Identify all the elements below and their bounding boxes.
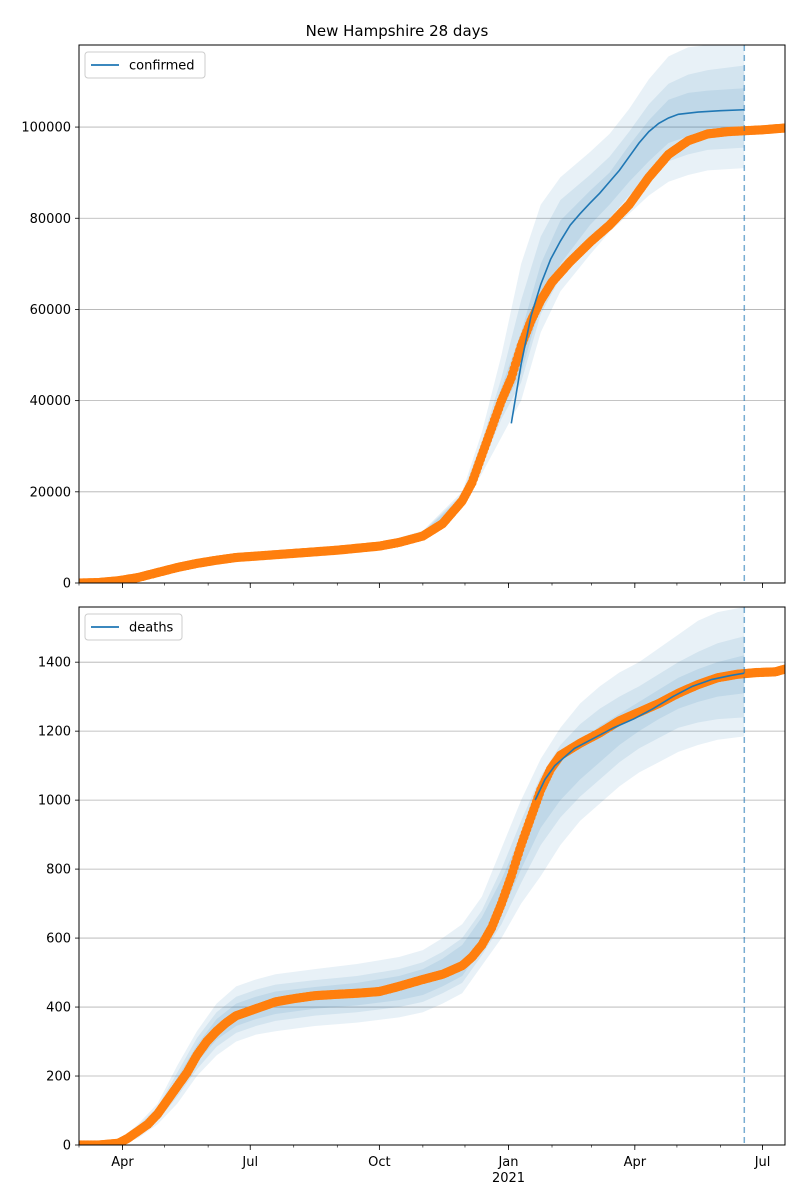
x-tick-label: Jul <box>754 1155 771 1170</box>
chart-panel-1: 0 20000 40000 60000 80000 100000 confirmed <box>21 44 786 592</box>
chart-panel-2: 0 200 400 600 800 1000 1200 1400 Apr Jul Oct Jan202… <box>38 606 786 1186</box>
y-tick-label: 0 <box>63 1139 71 1154</box>
observed-point <box>780 123 785 133</box>
uncertainty-band <box>118 636 745 1145</box>
plot-area <box>79 45 785 583</box>
y-tick-label: 0 <box>63 577 71 592</box>
legend: deaths <box>84 613 183 641</box>
legend-label: deaths <box>129 621 174 636</box>
y-tick-label: 100000 <box>21 121 71 136</box>
x-tick-label: Apr <box>111 1155 134 1170</box>
y-tick-label: 1200 <box>38 725 71 740</box>
x-tick-sublabel: 2021 <box>492 1171 525 1186</box>
y-tick-label: 80000 <box>30 212 71 227</box>
y-tick-label: 1000 <box>38 794 71 809</box>
observed-point <box>780 664 785 674</box>
y-tick-label: 40000 <box>30 394 71 409</box>
plot-area <box>79 607 785 1145</box>
legend-box <box>84 51 206 79</box>
y-tick-label: 800 <box>46 863 71 878</box>
model-median-line <box>534 672 745 801</box>
model-median-line <box>510 108 745 424</box>
x-tick-label: Jul <box>241 1155 258 1170</box>
legend: confirmed <box>84 51 206 79</box>
x-tick-label: Jan <box>497 1155 518 1170</box>
y-tick-label: 600 <box>46 932 71 947</box>
y-tick-label: 200 <box>46 1070 71 1085</box>
legend-box <box>84 613 183 641</box>
uncertainty-band <box>379 65 745 546</box>
axes-frame <box>78 44 786 584</box>
uncertainty-band <box>118 655 745 1145</box>
axes-frame <box>78 606 786 1146</box>
x-tick-label: Oct <box>368 1155 390 1170</box>
y-tick-label: 400 <box>46 1001 71 1016</box>
x-tick-label: Apr <box>624 1155 647 1170</box>
chart-title: New Hampshire 28 days <box>306 22 489 40</box>
legend-label: confirmed <box>129 59 195 74</box>
y-tick-label: 1400 <box>38 656 71 671</box>
y-tick-label: 20000 <box>30 485 71 500</box>
y-tick-label: 60000 <box>30 303 71 318</box>
